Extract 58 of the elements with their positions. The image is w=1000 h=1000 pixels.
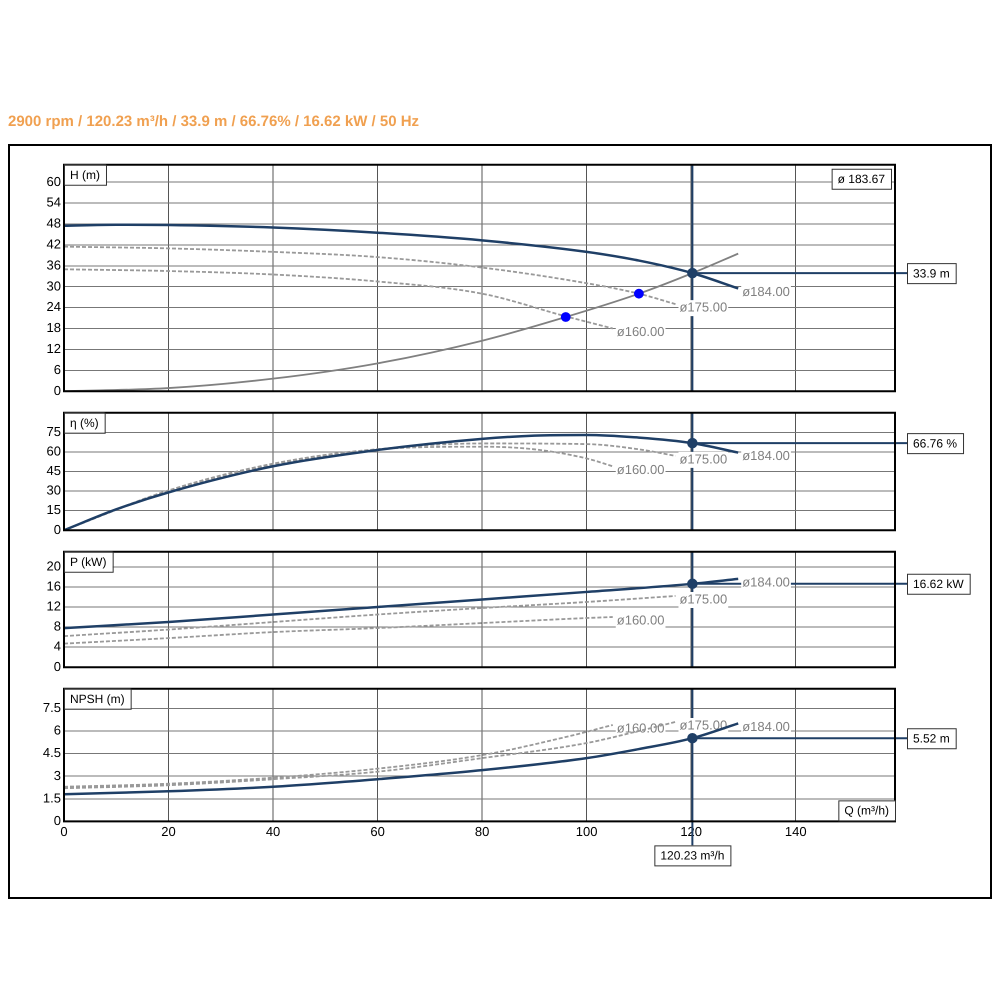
y-tick-label: 8 (54, 618, 61, 634)
series-label: ø160.00 (616, 612, 664, 628)
x-tick-label: 20 (161, 824, 176, 839)
ref-line-label: 5.52 m (913, 732, 950, 746)
y-tick-label: 54 (46, 194, 61, 210)
y-tick-label: 15 (46, 502, 61, 518)
y-tick-label: 0 (54, 382, 61, 398)
y-tick-label: 0 (54, 812, 61, 828)
ref-line-label: 16.62 kW (913, 577, 964, 592)
x-axis-title: Q (m³/h) (844, 804, 890, 818)
ref-line-label: 33.9 m (913, 266, 950, 280)
y-tick-label: 12 (46, 598, 61, 614)
annotation: ø 183.67 (838, 172, 886, 186)
series-label: ø184.00 (742, 448, 790, 464)
series-label: ø175.00 (679, 300, 728, 315)
ref-line-label: 66.76 % (913, 436, 958, 450)
y-tick-label: 42 (46, 236, 61, 252)
series-label: ø175.00 (679, 451, 728, 466)
series-label: ø184.00 (742, 574, 790, 590)
x-tick-label: 100 (576, 824, 598, 839)
y-tick-label: 60 (46, 444, 61, 459)
y-tick-label: 4.5 (42, 745, 61, 760)
series-label: ø175.00 (679, 592, 728, 607)
ref-line-label: 120.23 m³/h (660, 848, 724, 863)
y-tick-label: 30 (46, 482, 61, 498)
y-tick-label: 20 (46, 558, 61, 574)
series-label: ø175.00 (679, 718, 728, 733)
y-axis-title: NPSH (m) (70, 692, 125, 706)
x-tick-label: 60 (370, 824, 385, 839)
x-tick-label: 80 (474, 824, 490, 839)
y-tick-label: 16 (46, 578, 61, 594)
x-tick-label: 140 (784, 824, 807, 839)
y-tick-label: 3 (54, 768, 61, 783)
y-tick-label: 45 (46, 463, 61, 478)
y-tick-label: 4 (54, 638, 61, 654)
series-label: ø160.00 (616, 462, 664, 477)
y-axis-title: P (kW) (70, 555, 106, 570)
y-tick-label: 18 (46, 320, 61, 336)
y-tick-label: 48 (46, 216, 61, 231)
series-label: ø160.00 (616, 324, 664, 340)
y-tick-label: 36 (46, 257, 61, 272)
y-tick-label: 30 (46, 278, 61, 294)
series-label: ø184.00 (742, 284, 790, 300)
y-axis-title: H (m) (70, 168, 100, 182)
y-tick-label: 0 (54, 522, 61, 537)
chart-title: 2900 rpm / 120.23 m³/h / 33.9 m / 66.76% / 16.62 kW / 50 Hz (8, 113, 420, 130)
x-tick-label: 40 (266, 824, 280, 839)
y-tick-label: 6 (54, 362, 61, 377)
y-tick-label: 1.5 (42, 790, 61, 806)
y-axis-title: η (%) (70, 416, 99, 430)
y-tick-label: 60 (46, 174, 61, 189)
series-label: ø184.00 (742, 719, 790, 734)
y-tick-label: 12 (46, 340, 61, 356)
y-tick-label: 75 (46, 424, 61, 439)
y-tick-label: 0 (54, 658, 61, 674)
y-tick-label: 7.5 (42, 700, 61, 715)
y-tick-label: 6 (54, 722, 61, 738)
y-tick-label: 24 (46, 299, 61, 314)
